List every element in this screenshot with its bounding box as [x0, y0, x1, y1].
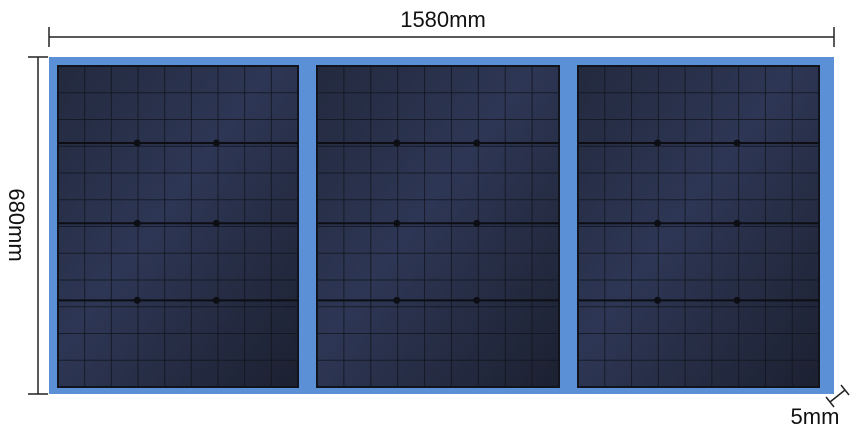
junction-dot [393, 139, 401, 147]
junction-dot [733, 296, 741, 304]
junction-dot [212, 219, 220, 227]
width-label: 1580mm [400, 7, 486, 32]
junction-dot [133, 296, 141, 304]
junction-dot [212, 296, 220, 304]
thickness-dimension-tick-b [840, 384, 850, 396]
junction-dot [393, 296, 401, 304]
solar-modules [57, 65, 820, 388]
thickness-dimension: 5mm [791, 384, 850, 429]
junction-dot [654, 296, 662, 304]
thickness-label: 5mm [791, 404, 840, 429]
junction-dot [212, 139, 220, 147]
junction-dot [654, 139, 662, 147]
junction-dot [473, 219, 481, 227]
solar-module [577, 65, 820, 388]
junction-dot [473, 296, 481, 304]
junction-dot [393, 219, 401, 227]
thickness-dimension-line [829, 389, 846, 403]
junction-dot [733, 139, 741, 147]
height-dimension: 680mm [4, 56, 48, 395]
junction-dot [133, 219, 141, 227]
junction-dot [654, 219, 662, 227]
thickness-dimension-tick-a [825, 396, 835, 408]
junction-dot [733, 219, 741, 227]
solar-module [316, 65, 560, 388]
junction-dot [473, 139, 481, 147]
width-dimension: 1580mm [48, 7, 835, 47]
junction-dot [133, 139, 141, 147]
solar-module [57, 65, 299, 388]
height-label: 680mm [4, 188, 29, 261]
